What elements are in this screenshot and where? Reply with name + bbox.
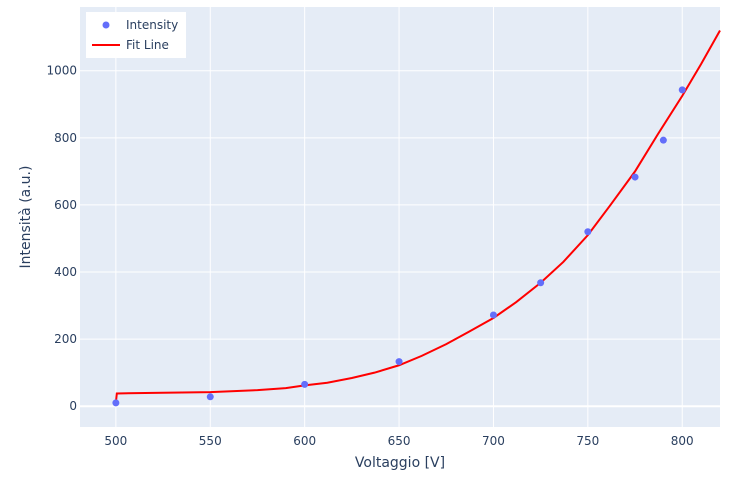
data-point[interactable] bbox=[206, 393, 214, 401]
tick-labels: 500 550 600 650 700 750 800 0 200 400 600 800 1000 bbox=[46, 64, 693, 448]
x-tick-label: 750 bbox=[576, 434, 599, 448]
legend-label-intensity: Intensity bbox=[126, 18, 178, 32]
x-tick-label: 500 bbox=[104, 434, 127, 448]
data-point[interactable] bbox=[678, 86, 686, 94]
data-point[interactable] bbox=[584, 228, 592, 236]
data-point[interactable] bbox=[631, 173, 639, 181]
plot-background bbox=[80, 7, 720, 427]
data-point[interactable] bbox=[395, 358, 403, 366]
y-tick-label: 200 bbox=[54, 332, 77, 346]
data-point[interactable] bbox=[112, 399, 120, 407]
y-axis-title: Intensità (a.u.) bbox=[18, 166, 34, 269]
y-tick-label: 600 bbox=[54, 198, 77, 212]
series-layer bbox=[112, 29, 721, 407]
legend[interactable]: Intensity Fit Line bbox=[86, 12, 186, 58]
legend-marker-intensity bbox=[102, 21, 110, 29]
grid-layer bbox=[80, 7, 720, 427]
y-tick-label: 400 bbox=[54, 265, 77, 279]
x-axis-title: Voltaggio [V] bbox=[355, 455, 445, 471]
x-tick-label: 550 bbox=[199, 434, 222, 448]
y-tick-label: 800 bbox=[54, 131, 77, 145]
legend-box bbox=[86, 12, 186, 58]
y-tick-label: 0 bbox=[69, 399, 77, 413]
fit-line bbox=[114, 29, 721, 403]
data-point[interactable] bbox=[659, 136, 667, 144]
data-point[interactable] bbox=[537, 279, 545, 287]
data-point[interactable] bbox=[489, 311, 497, 319]
x-tick-label: 600 bbox=[293, 434, 316, 448]
legend-label-fit: Fit Line bbox=[126, 38, 169, 52]
y-tick-label: 1000 bbox=[46, 64, 77, 78]
x-tick-label: 700 bbox=[482, 434, 505, 448]
x-tick-label: 800 bbox=[671, 434, 694, 448]
x-tick-label: 650 bbox=[388, 434, 411, 448]
data-point[interactable] bbox=[301, 380, 309, 388]
